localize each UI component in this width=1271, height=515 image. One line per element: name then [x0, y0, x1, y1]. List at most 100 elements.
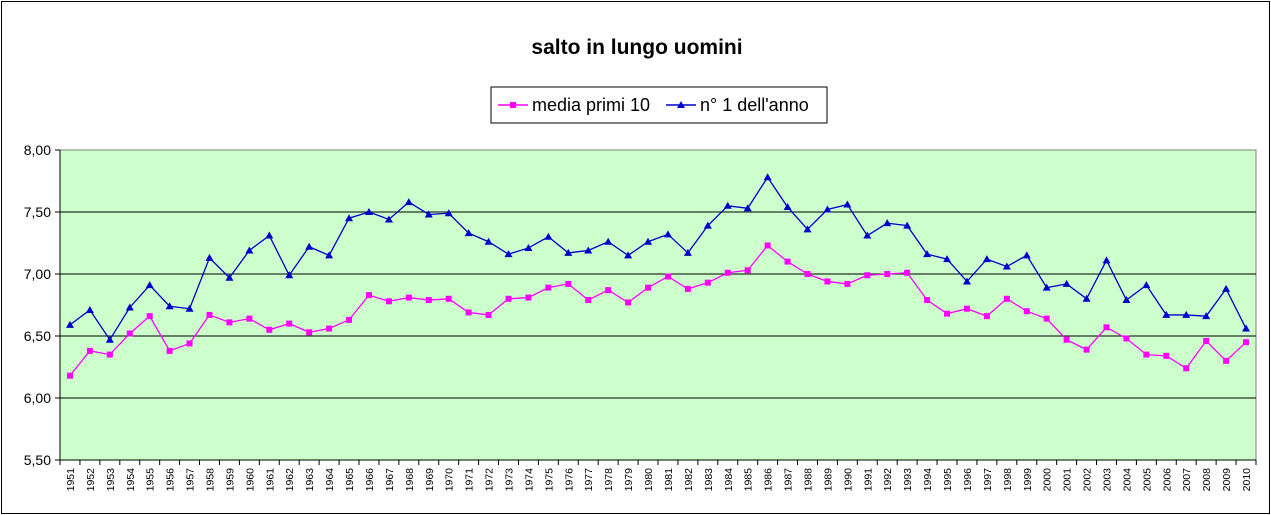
y-tick-label: 6,50: [24, 328, 51, 344]
data-point: [66, 372, 73, 379]
x-tick-label: 1987: [783, 468, 795, 492]
x-tick-label: 1995: [942, 468, 954, 492]
data-point: [425, 297, 432, 304]
x-tick-label: 1982: [683, 468, 695, 492]
x-tick-label: 1990: [842, 468, 854, 492]
data-point: [1222, 284, 1231, 292]
data-point: [485, 311, 492, 318]
x-tick-label: 1973: [504, 468, 516, 492]
x-tick-label: 1971: [464, 468, 476, 492]
data-point: [404, 198, 413, 206]
data-point: [1102, 256, 1111, 264]
x-tick-label: 2009: [1221, 468, 1233, 492]
data-point: [505, 295, 512, 302]
data-point: [1162, 310, 1171, 318]
data-point: [904, 269, 911, 276]
data-point: [85, 305, 94, 313]
series-layer: [65, 173, 1251, 379]
chart-title: salto in lungo uomini: [531, 36, 742, 59]
data-point: [105, 335, 114, 343]
data-point: [664, 273, 671, 280]
data-point: [744, 267, 751, 274]
x-tick-label: 1952: [85, 468, 97, 492]
data-point: [166, 347, 173, 354]
x-tick-label: 1999: [1022, 468, 1034, 492]
data-point: [525, 294, 532, 301]
legend-marker-series-1: [510, 102, 516, 108]
legend-label-series-2: n° 1 dell'anno: [700, 95, 809, 115]
data-point: [604, 237, 613, 245]
x-tick-label: 1974: [523, 468, 535, 492]
x-tick-label: 1976: [563, 468, 575, 492]
x-tick-label: 1991: [862, 468, 874, 492]
x-tick-label: 1978: [603, 468, 615, 492]
legend-box: [490, 86, 828, 124]
data-point: [605, 287, 612, 294]
x-tick-label: 1975: [543, 468, 555, 492]
x-tick-label: 2000: [1042, 468, 1054, 492]
data-point: [704, 279, 711, 286]
data-point: [146, 313, 153, 320]
x-tick-label: 1984: [723, 468, 735, 492]
data-point: [625, 299, 632, 306]
data-point: [225, 273, 234, 281]
x-tick-label: 1963: [304, 468, 316, 492]
data-point: [165, 302, 174, 310]
x-tick-label: 1980: [643, 468, 655, 492]
y-tick-label: 6,00: [24, 390, 51, 406]
x-tick-label: 2010: [1241, 468, 1253, 492]
data-point: [1003, 295, 1010, 302]
data-point: [1002, 262, 1011, 270]
y-axis: 8,00 7,50 7,00 6,50 6,00 5,50: [24, 142, 61, 468]
data-point: [564, 248, 573, 256]
x-tick-label: 1994: [922, 468, 934, 492]
data-point: [325, 251, 334, 259]
x-tick-label: 1969: [424, 468, 436, 492]
data-point: [764, 242, 771, 249]
x-tick-label: 1977: [583, 468, 595, 492]
y-tick-label: 7,50: [24, 204, 51, 220]
data-point: [465, 309, 472, 316]
legend-marker-series-2: [677, 101, 685, 108]
data-point: [1082, 294, 1091, 302]
data-point: [145, 281, 154, 289]
data-point: [385, 298, 392, 305]
data-point: [1123, 335, 1130, 342]
legend: media primi 10 n° 1 dell'anno: [490, 86, 828, 124]
data-point: [585, 297, 592, 304]
x-tick-label: 1960: [244, 468, 256, 492]
data-point: [1043, 315, 1050, 322]
x-tick-label: 1992: [882, 468, 894, 492]
data-point: [1042, 283, 1051, 291]
data-point: [86, 347, 93, 354]
data-point: [884, 271, 891, 277]
data-point: [1242, 324, 1251, 332]
x-tick-label: 2006: [1161, 468, 1173, 492]
x-tick-label: 1981: [663, 468, 675, 492]
data-point: [1182, 310, 1191, 318]
data-point: [305, 242, 314, 250]
x-tick-label: 1965: [344, 468, 356, 492]
x-tick-label: 1989: [822, 468, 834, 492]
data-point: [804, 271, 811, 277]
x-tick-label: 2008: [1201, 468, 1213, 492]
legend-label-series-1: media primi 10: [532, 95, 650, 115]
x-tick-label: 1954: [125, 468, 137, 492]
data-point: [883, 219, 892, 227]
x-tick-label: 2003: [1102, 468, 1114, 492]
x-tick-label: 1997: [982, 468, 994, 492]
data-point: [545, 284, 552, 291]
x-tick-label: 1957: [185, 468, 197, 492]
data-point: [663, 230, 672, 238]
data-point: [683, 248, 692, 256]
x-tick-label: 1970: [444, 468, 456, 492]
data-point: [464, 229, 473, 237]
data-point: [384, 215, 393, 223]
data-point: [125, 303, 134, 311]
data-point: [65, 320, 74, 328]
data-point: [864, 272, 871, 279]
data-point: [903, 221, 912, 229]
data-point: [126, 330, 133, 337]
data-point: [1083, 346, 1090, 353]
